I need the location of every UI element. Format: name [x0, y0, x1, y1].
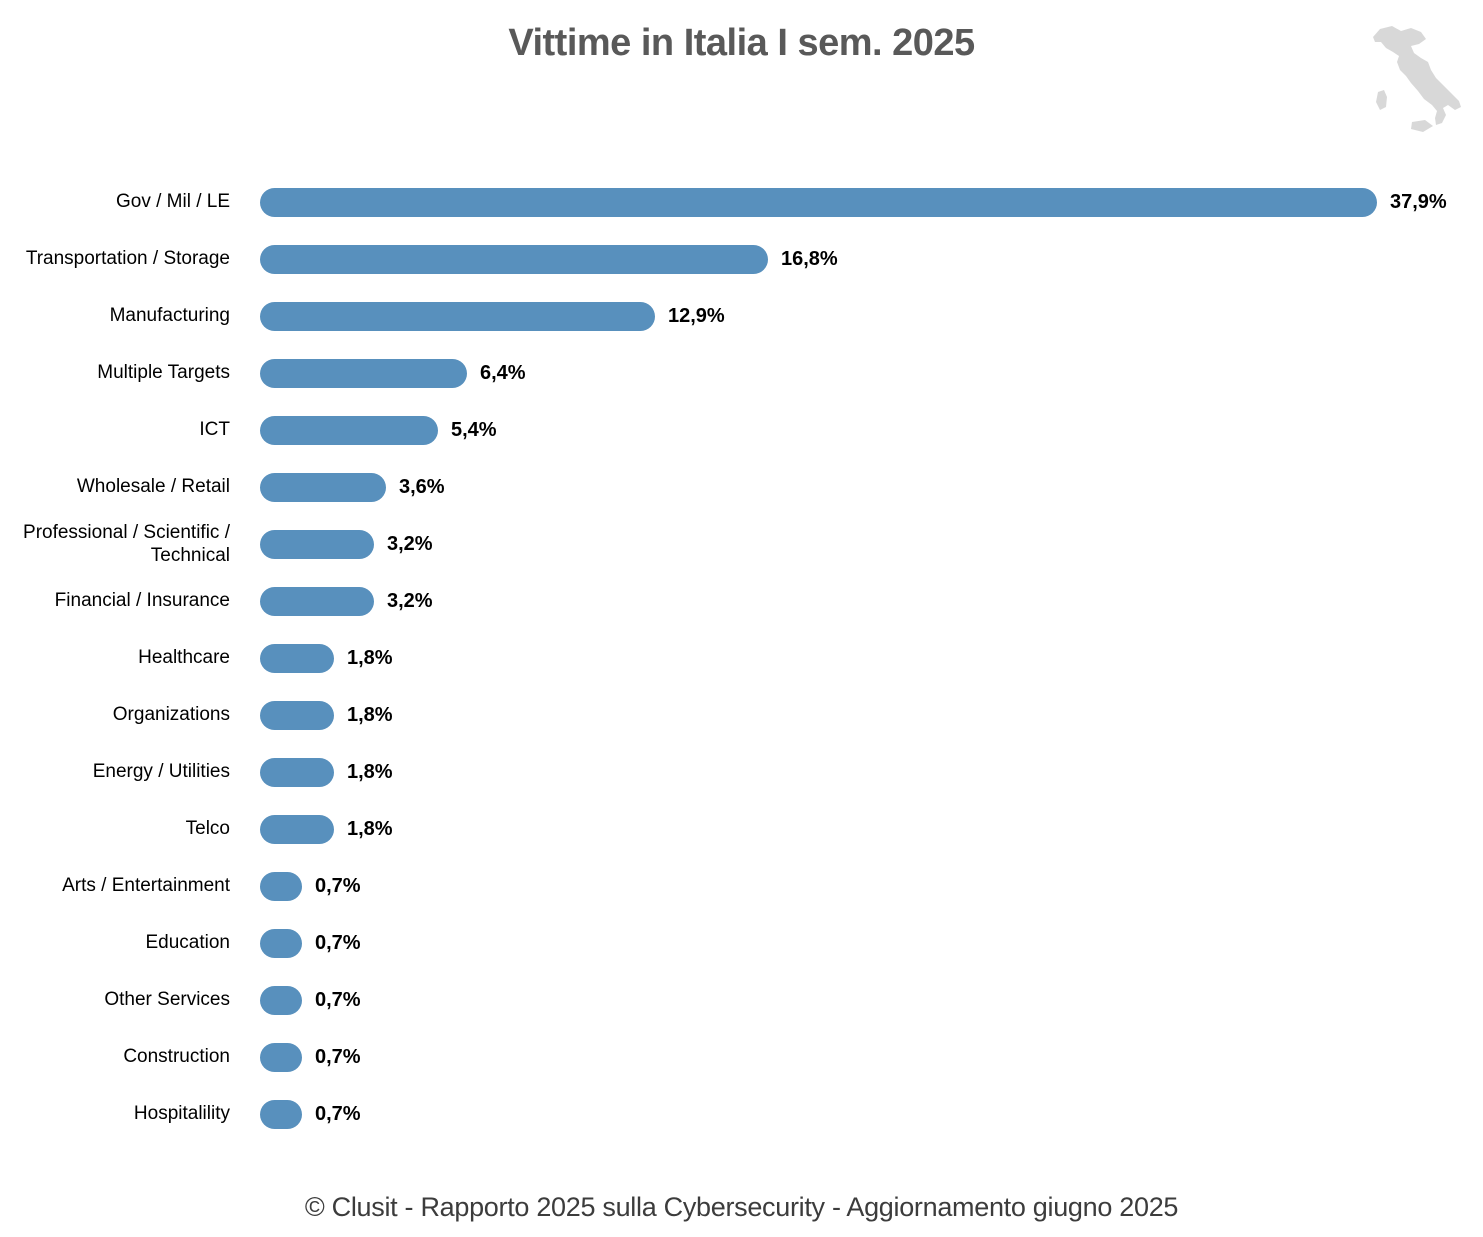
bar-area: 1,8%: [260, 644, 393, 673]
category-label: Education: [145, 932, 230, 954]
bar-area: 1,8%: [260, 701, 393, 730]
bar-area: 1,8%: [260, 758, 393, 787]
bar: [260, 1100, 302, 1129]
value-label: 0,7%: [315, 875, 361, 897]
bar-area: 37,9%: [260, 188, 1447, 217]
value-label: 0,7%: [315, 1046, 361, 1068]
chart-row: Financial / Insurance 3,2%: [0, 573, 1483, 630]
category-label: Gov / Mil / LE: [115, 191, 230, 213]
chart-row: Arts / Entertainment 0,7%: [0, 858, 1483, 915]
value-label: 1,8%: [347, 647, 393, 669]
bar-area: 16,8%: [260, 245, 838, 274]
category-label: Transportation / Storage: [25, 248, 230, 270]
chart-row: Hospitalility 0,7%: [0, 1086, 1483, 1143]
chart-row: Professional / Scientific / Technical 3,2…: [0, 516, 1483, 573]
value-label: 5,4%: [451, 419, 497, 441]
category-label: Financial / Insurance: [54, 590, 230, 612]
bar: [260, 416, 438, 445]
chart-row: Other Services 0,7%: [0, 972, 1483, 1029]
italy-map-icon: [1373, 26, 1461, 132]
bar-area: 0,7%: [260, 872, 361, 901]
category-label: Multiple Targets: [97, 362, 230, 384]
category-label: Wholesale / Retail: [76, 476, 230, 498]
category-label: Professional / Scientific / Technical: [23, 522, 230, 566]
category-label: Hospitalility: [133, 1103, 230, 1125]
chart-row: Healthcare 1,8%: [0, 630, 1483, 687]
value-label: 3,2%: [387, 533, 433, 555]
bar-area: 12,9%: [260, 302, 725, 331]
value-label: 3,2%: [387, 590, 433, 612]
bar: [260, 929, 302, 958]
bar-area: 0,7%: [260, 1100, 361, 1129]
bar: [260, 1043, 302, 1072]
bar: [260, 473, 386, 502]
bar: [260, 872, 302, 901]
bar-area: 3,6%: [260, 473, 445, 502]
chart-row: Energy / Utilities 1,8%: [0, 744, 1483, 801]
category-label: Construction: [123, 1046, 230, 1068]
bar: [260, 644, 334, 673]
category-label: Organizations: [112, 704, 230, 726]
bar-area: 5,4%: [260, 416, 497, 445]
chart-row: Gov / Mil / LE 37,9%: [0, 174, 1483, 231]
value-label: 1,8%: [347, 818, 393, 840]
chart-row: Education 0,7%: [0, 915, 1483, 972]
bar: [260, 587, 374, 616]
chart-row: Construction 0,7%: [0, 1029, 1483, 1086]
chart-row: Wholesale / Retail 3,6%: [0, 459, 1483, 516]
chart-row: Transportation / Storage 16,8%: [0, 231, 1483, 288]
category-label: Energy / Utilities: [92, 761, 230, 783]
bar-area: 0,7%: [260, 929, 361, 958]
category-label: Healthcare: [138, 647, 230, 669]
value-label: 16,8%: [781, 248, 838, 270]
bar: [260, 815, 334, 844]
bar: [260, 758, 334, 787]
bar: [260, 530, 374, 559]
category-label: Other Services: [104, 989, 230, 1011]
value-label: 0,7%: [315, 989, 361, 1011]
value-label: 0,7%: [315, 1103, 361, 1125]
value-label: 12,9%: [668, 305, 725, 327]
value-label: 0,7%: [315, 932, 361, 954]
chart-row: Telco 1,8%: [0, 801, 1483, 858]
bar-area: 3,2%: [260, 587, 433, 616]
category-label: ICT: [199, 419, 230, 441]
chart-row: Manufacturing 12,9%: [0, 288, 1483, 345]
value-label: 1,8%: [347, 704, 393, 726]
bar: [260, 359, 467, 388]
value-label: 37,9%: [1390, 191, 1447, 213]
chart-row: Multiple Targets 6,4%: [0, 345, 1483, 402]
value-label: 3,6%: [399, 476, 445, 498]
bar: [260, 302, 655, 331]
bar-area: 6,4%: [260, 359, 526, 388]
chart-row: ICT 5,4%: [0, 402, 1483, 459]
italy-map-shape: [1373, 26, 1461, 132]
bar-area: 3,2%: [260, 530, 433, 559]
bar: [260, 986, 302, 1015]
category-label: Telco: [185, 818, 230, 840]
bar-area: 0,7%: [260, 1043, 361, 1072]
chart-row: Organizations 1,8%: [0, 687, 1483, 744]
bar: [260, 188, 1377, 217]
category-label: Manufacturing: [109, 305, 230, 327]
value-label: 1,8%: [347, 761, 393, 783]
bar-area: 0,7%: [260, 986, 361, 1015]
value-label: 6,4%: [480, 362, 526, 384]
chart-title: Vittime in Italia I sem. 2025: [508, 22, 975, 64]
bar: [260, 245, 768, 274]
bar: [260, 701, 334, 730]
chart-rows: Gov / Mil / LE 37,9% Transportation / Stor…: [0, 174, 1483, 1143]
category-label: Arts / Entertainment: [62, 875, 230, 897]
source-caption: © Clusit - Rapporto 2025 sulla Cybersecu…: [304, 1192, 1179, 1222]
bar-area: 1,8%: [260, 815, 393, 844]
